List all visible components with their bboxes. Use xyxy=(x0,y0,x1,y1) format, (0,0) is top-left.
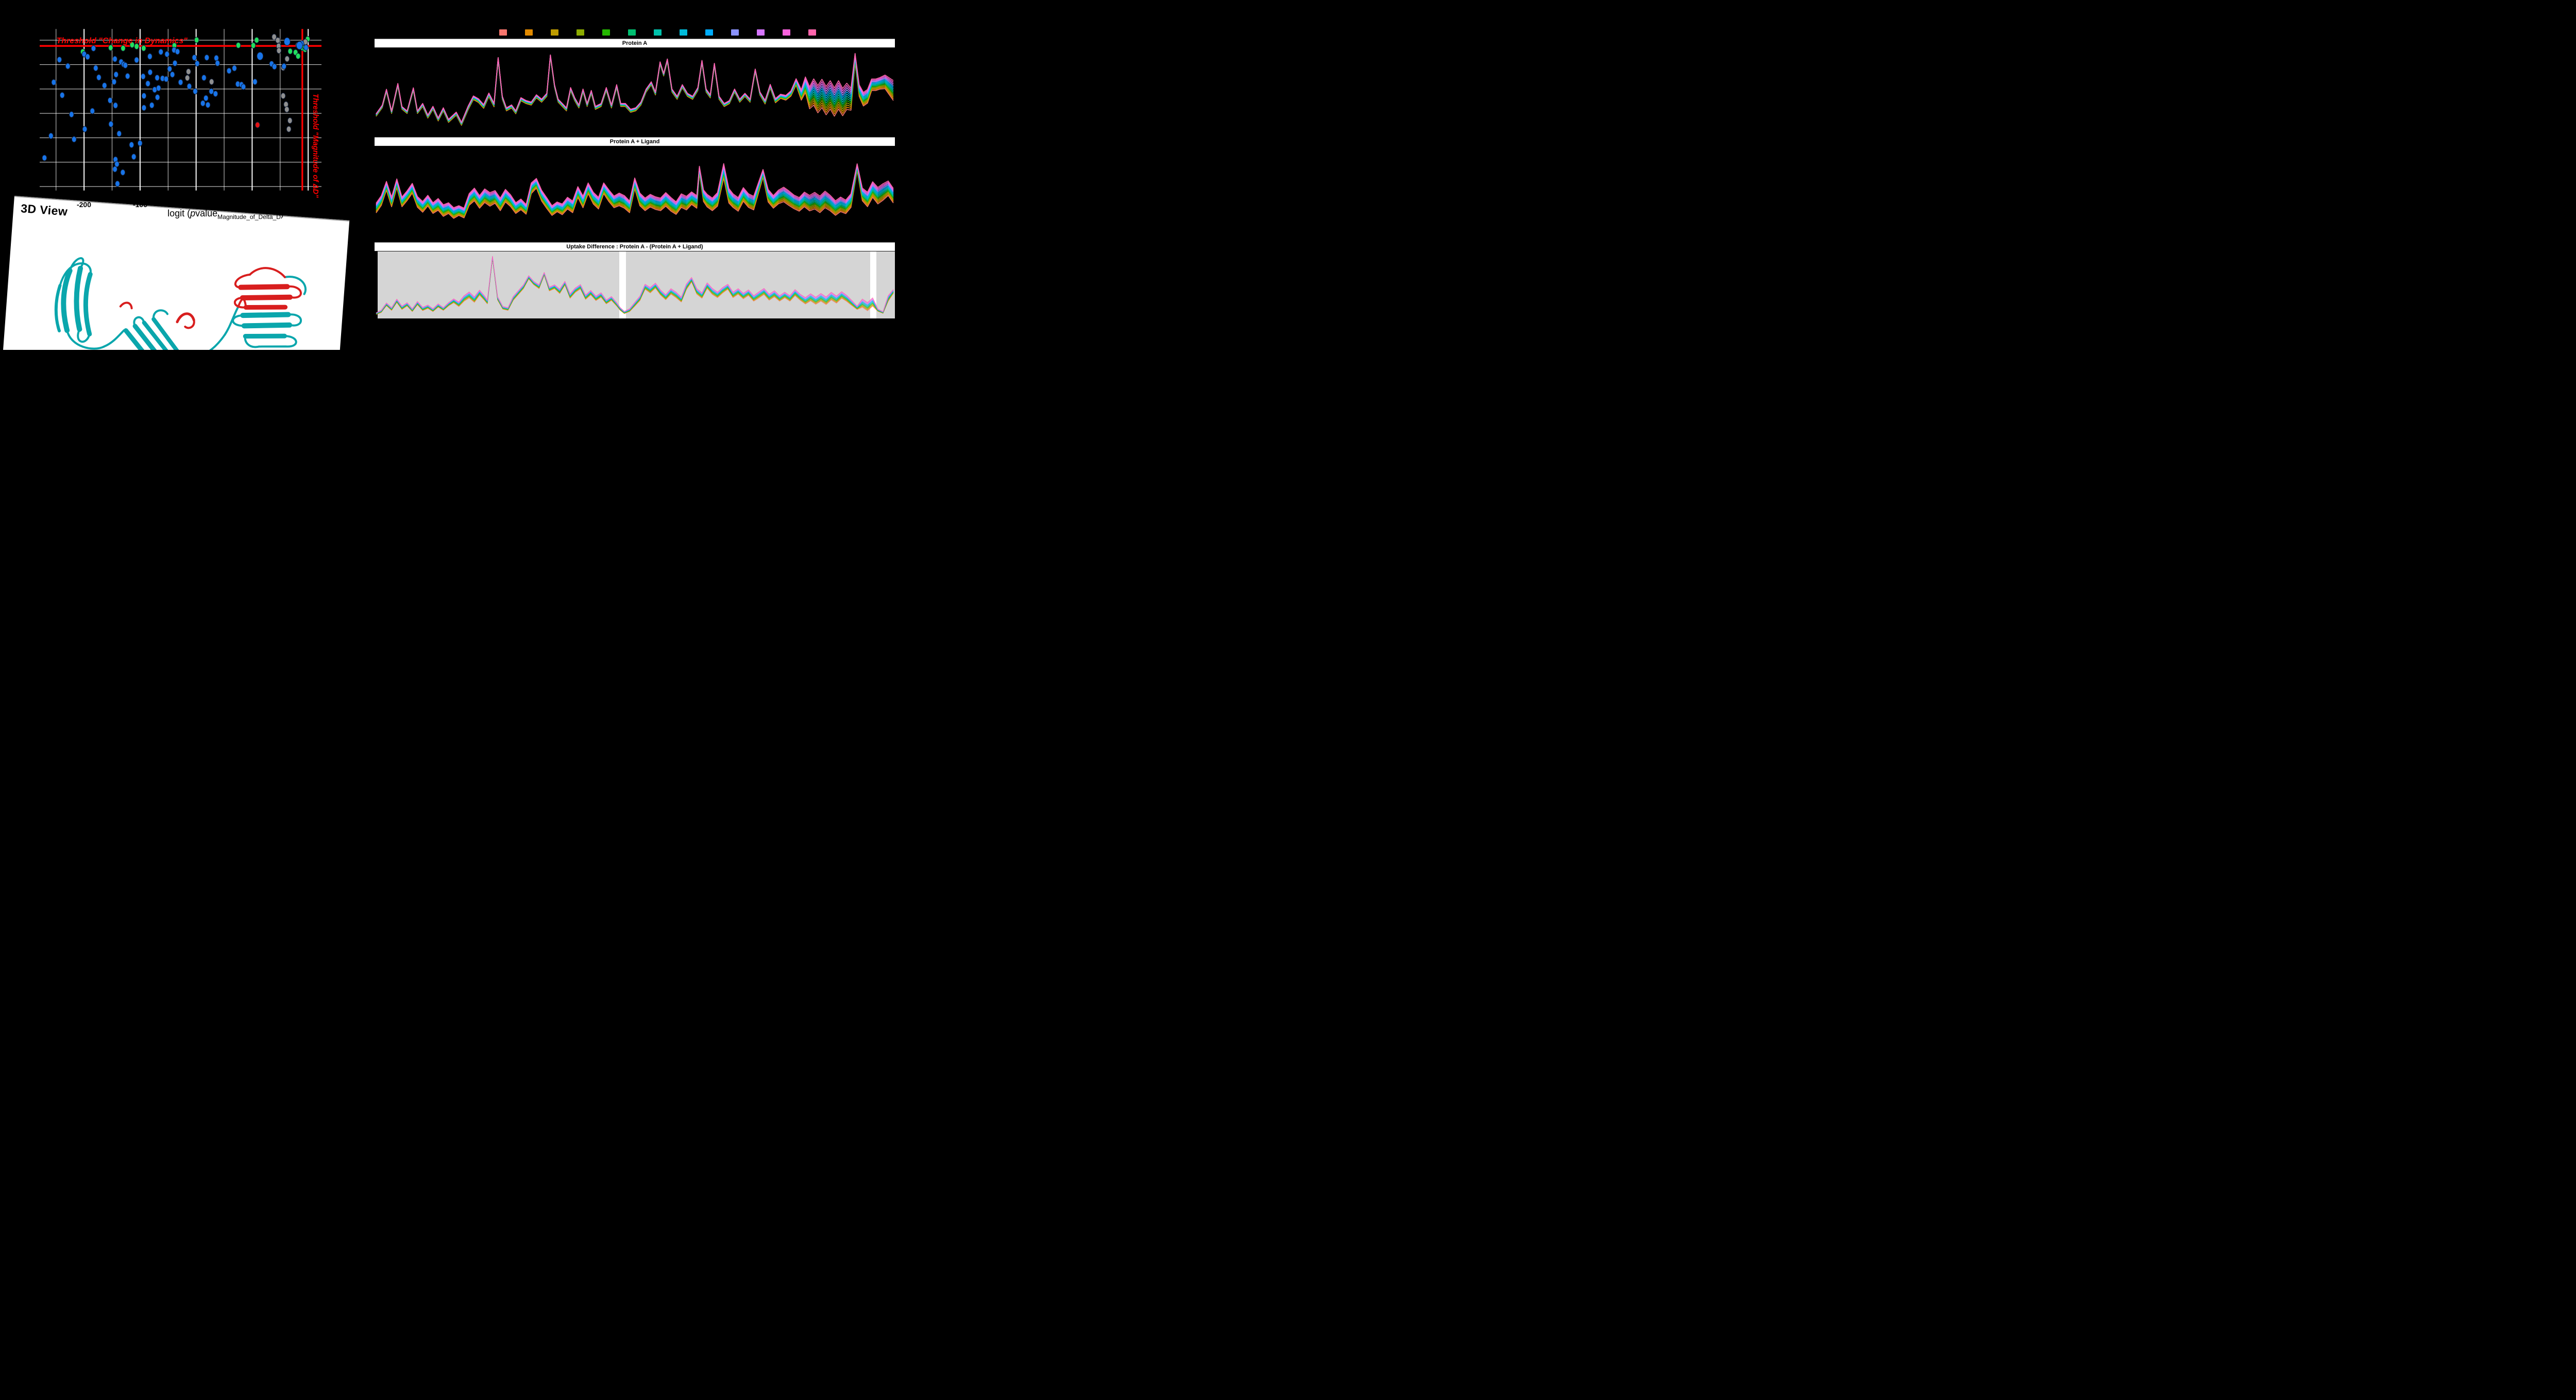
xlabel-subscript: Magnitude_of_Delta_D xyxy=(217,213,281,221)
chart3-svg xyxy=(376,251,895,318)
chart2-title: Protein A + Ligand xyxy=(609,139,660,145)
chart-uptake-difference[interactable] xyxy=(375,250,895,319)
svg-text:Threshold "Magnitude of ΔD": Threshold "Magnitude of ΔD" xyxy=(311,94,319,198)
chart1-title: Protein A xyxy=(622,40,648,46)
legend-dash-3 xyxy=(551,29,558,36)
uptake-charts-column: Protein A Protein A + Ligand Uptake Diff… xyxy=(375,0,913,350)
legend-dash-1 xyxy=(499,29,507,36)
legend-dash-6 xyxy=(628,29,636,36)
volcano-svg: Threshold "Change in Dynamics" Threshold … xyxy=(40,29,321,198)
x-tick-0: 0 xyxy=(194,200,198,209)
chart2-title-bar: Protein A + Ligand xyxy=(375,137,895,146)
legend-dash-5 xyxy=(602,29,610,36)
volcano-x-axis-title: logit (pvalueMagnitude_of_Delta_D) xyxy=(167,208,284,221)
xlabel-suffix: ) xyxy=(280,208,284,218)
protein-3d-viewport[interactable] xyxy=(20,220,339,350)
chart2-svg xyxy=(376,163,894,219)
x-tick-200: 200 xyxy=(302,200,315,209)
chart3-title: Uptake Difference : Protein A - (Protein… xyxy=(566,244,703,250)
volcano-plot[interactable]: Threshold "Change in Dynamics" Threshold … xyxy=(40,29,321,198)
timepoint-legend xyxy=(375,29,913,37)
x-tick--100: -100 xyxy=(132,200,148,209)
x-tick-100: 100 xyxy=(246,200,259,209)
legend-dash-12 xyxy=(783,29,790,36)
xlabel-p: p xyxy=(190,208,196,218)
protein-ribbon-teal xyxy=(54,257,307,350)
x-tick--200: -200 xyxy=(76,200,92,209)
hdx-analysis-screen: Threshold "Change in Dynamics" Threshold … xyxy=(0,0,913,350)
protein-ribbon-red xyxy=(119,267,302,329)
legend-dash-13 xyxy=(808,29,816,36)
legend-dash-2 xyxy=(525,29,533,36)
xlabel-value: value xyxy=(195,208,218,218)
xlabel-prefix: logit ( xyxy=(167,208,191,218)
chart1-svg xyxy=(376,53,894,126)
chart-protein-a[interactable] xyxy=(375,47,895,137)
chart-protein-a-ligand[interactable] xyxy=(375,145,895,242)
legend-dash-7 xyxy=(654,29,662,36)
3d-view-card: 3D View xyxy=(1,196,350,350)
legend-dash-4 xyxy=(577,29,584,36)
svg-text:Threshold "Change in Dynamics": Threshold "Change in Dynamics" xyxy=(57,37,188,45)
legend-dash-8 xyxy=(680,29,687,36)
legend-dash-11 xyxy=(757,29,765,36)
legend-dash-9 xyxy=(705,29,713,36)
chart1-title-bar: Protein A xyxy=(375,39,895,48)
legend-dash-10 xyxy=(731,29,739,36)
chart3-title-bar: Uptake Difference : Protein A - (Protein… xyxy=(375,242,895,251)
